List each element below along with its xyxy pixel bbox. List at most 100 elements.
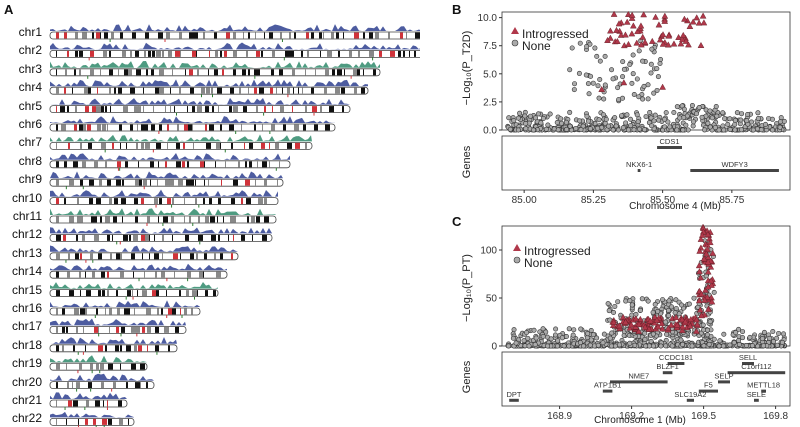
introgressed-point	[698, 312, 705, 319]
none-point	[663, 110, 669, 116]
density-track	[50, 337, 177, 344]
cytoband	[343, 32, 344, 39]
cytoband	[205, 216, 209, 223]
cytoband	[153, 106, 154, 113]
cytoband	[187, 271, 191, 278]
panel-b-label: B	[452, 2, 462, 17]
cytoband	[75, 253, 79, 260]
cytoband	[122, 179, 124, 186]
cytoband	[79, 50, 83, 57]
cytoband	[233, 69, 236, 76]
cytoband	[279, 161, 280, 168]
gene-label: ATP1B1	[594, 381, 621, 390]
cytoband	[109, 50, 111, 57]
introgressed-point	[654, 323, 662, 330]
introgressed-point	[634, 27, 641, 35]
introgressed-point	[679, 31, 687, 38]
cytoband	[116, 326, 119, 333]
cytoband	[353, 69, 358, 76]
cytoband	[238, 161, 240, 168]
none-point	[559, 335, 565, 341]
cytoband	[301, 50, 303, 57]
cytoband	[126, 142, 127, 149]
introgressed-point	[693, 327, 700, 334]
cytoband	[272, 50, 275, 57]
cytoband	[241, 198, 243, 205]
cytoband	[120, 142, 121, 149]
cytoband	[314, 124, 318, 131]
cytoband	[161, 308, 163, 315]
cytoband	[56, 382, 58, 389]
none-point	[571, 327, 577, 333]
none-point	[650, 309, 656, 315]
cytoband	[116, 253, 120, 260]
none-point	[776, 330, 782, 336]
cytoband	[230, 216, 235, 223]
none-point	[585, 81, 591, 87]
cytoband	[100, 69, 101, 76]
cytoband	[264, 106, 266, 113]
cytoband	[256, 106, 258, 113]
cytoband	[187, 161, 189, 168]
cytoband	[92, 271, 95, 278]
none-point	[552, 332, 558, 338]
none-point	[596, 117, 602, 123]
cytoband	[154, 253, 159, 260]
chromosome-label: chr17	[11, 319, 42, 334]
gene-bar	[667, 362, 685, 365]
cytoband	[243, 106, 247, 113]
introgressed-point	[667, 321, 675, 328]
introgressed-point	[706, 239, 714, 246]
none-point	[654, 66, 660, 72]
none-point	[674, 104, 680, 110]
cytoband	[184, 216, 185, 223]
legend-none-b: None	[522, 39, 551, 53]
chromosome-label: chr3	[18, 61, 42, 76]
cytoband	[98, 253, 102, 260]
introgressed-point	[598, 85, 606, 92]
cytoband	[290, 50, 294, 57]
cytoband	[325, 124, 329, 131]
chromosome-label: chr14	[11, 264, 42, 279]
none-point	[740, 329, 746, 335]
none-point	[721, 127, 727, 133]
chromosome-label: chr8	[18, 153, 42, 168]
none-point	[601, 331, 607, 337]
cytoband	[56, 253, 60, 260]
none-point	[642, 127, 648, 133]
cytoband	[162, 234, 164, 241]
cytoband	[305, 69, 306, 76]
none-point	[615, 85, 621, 91]
cytoband	[143, 179, 147, 186]
x-tick-label: 169.2	[619, 411, 644, 422]
cytoband	[120, 271, 124, 278]
introgressed-point	[685, 41, 692, 48]
cytoband	[155, 271, 157, 278]
cytoband	[390, 50, 395, 57]
cytoband	[101, 106, 104, 113]
panel-a-label: A	[4, 2, 14, 17]
none-point	[609, 330, 615, 336]
introgressed-point	[697, 235, 705, 242]
introgressed-point	[659, 83, 666, 90]
chromosome-chr21	[49, 392, 128, 410]
none-point	[725, 121, 731, 127]
introgressed-point	[704, 258, 712, 265]
chromosome-label: chr18	[11, 337, 42, 352]
cytoband	[114, 198, 118, 205]
cytoband	[212, 106, 214, 113]
none-point	[628, 123, 634, 129]
cytoband	[247, 216, 249, 223]
chromosome-label: chr9	[18, 172, 42, 187]
none-point	[657, 60, 663, 66]
cytoband	[86, 290, 91, 297]
chromosome-label: chr20	[11, 374, 42, 389]
cytoband	[120, 32, 123, 39]
cytoband	[231, 253, 233, 260]
cytoband	[67, 50, 69, 57]
introgressed-point	[625, 40, 632, 47]
cytoband	[110, 253, 112, 260]
gene-label: SLC19A2	[674, 390, 706, 399]
none-point	[627, 62, 633, 68]
cytoband	[226, 32, 230, 39]
